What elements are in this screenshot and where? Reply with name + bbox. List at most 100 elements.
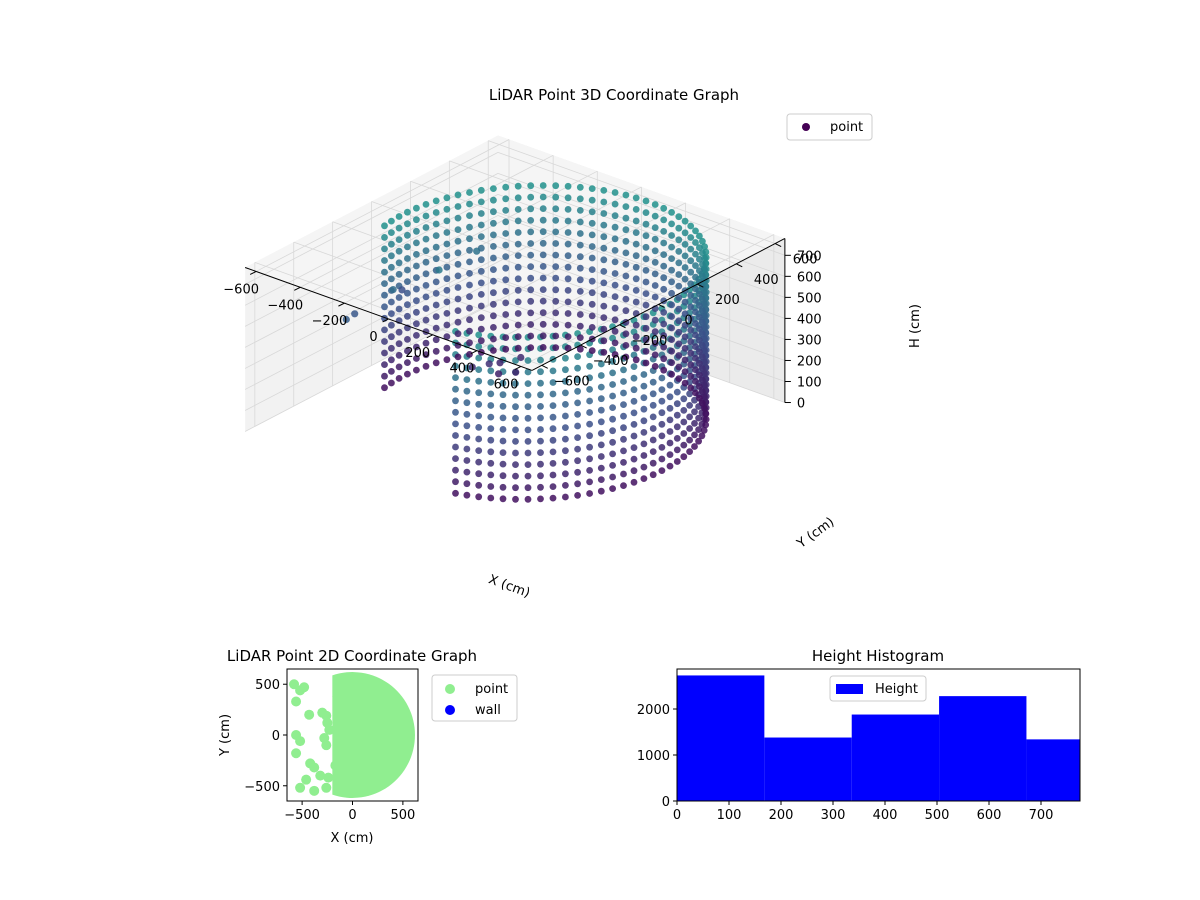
chart-3d-ring-point — [564, 321, 572, 329]
chart-3d-ring-point — [609, 450, 616, 458]
chart-3d-ring-point — [651, 351, 659, 359]
chart-3d-ring-point — [552, 263, 560, 270]
chart-3d-ring-point — [454, 237, 462, 245]
chart-3d-ring-point — [454, 191, 462, 199]
chart-3d-ring-point — [477, 267, 485, 275]
chart-3d-ring-point — [381, 257, 388, 264]
chart-3d-ring-point — [622, 272, 630, 280]
chart-histogram-legend-label: Height — [875, 682, 918, 697]
chart-3d-ring-point — [490, 208, 497, 216]
chart-3d-ring-point — [668, 243, 675, 251]
chart-3d-ring-point — [537, 356, 544, 364]
chart-3d-ring-point — [381, 222, 388, 230]
chart-3d-ring-point — [681, 310, 689, 318]
chart-3d-ring-point — [660, 320, 668, 328]
chart-3d-ring-point — [696, 336, 703, 344]
chart-3d-ring-point — [597, 372, 605, 379]
chart-3d-ring-point — [443, 298, 451, 306]
chart-3d-ring-point — [537, 414, 544, 422]
chart-3d-ring-point — [452, 420, 459, 428]
chart-3d-ring-point — [609, 357, 616, 365]
chart-3d-ring-point — [463, 468, 471, 476]
chart-3d-ring-point — [680, 453, 688, 461]
chart-3d-ring-point — [611, 351, 619, 358]
chart-3d-ring-point — [673, 400, 681, 408]
chart-3d-ring-point — [701, 312, 708, 320]
chart-3d-ring-point — [466, 304, 473, 312]
chart-3d-point — [351, 310, 359, 318]
chart-3d-ring-point — [620, 401, 627, 408]
chart-3d-ring-point — [588, 277, 596, 285]
chart-3d-ring-point — [422, 362, 430, 370]
chart-3d-ring-point — [502, 183, 510, 191]
chart-3d-ring-point — [514, 182, 522, 190]
chart-3d-ring-point — [600, 279, 608, 287]
chart-3d-ring-point — [668, 359, 675, 367]
chart-3d-ring-point — [452, 478, 459, 486]
chart-3d-ring-point — [574, 353, 581, 360]
chart-3d-ring-point — [490, 219, 497, 227]
chart-3d-ring-point — [642, 324, 650, 332]
chart-3d-ring-point — [692, 308, 699, 316]
chart-3d-ring-point — [611, 189, 619, 196]
chart-3d-z-tick-label: 100 — [797, 375, 822, 390]
chart-3d-ring-point — [466, 258, 473, 266]
chart-3d-ring-point — [692, 389, 699, 397]
chart-3d-ring-point — [668, 278, 675, 286]
chart-3d-ring-point — [640, 405, 648, 413]
chart-3d-ring-point — [620, 447, 627, 455]
chart-3d-ring-point — [552, 344, 560, 351]
chart-3d-ring-point — [454, 226, 462, 234]
chart-3d-ring-point — [564, 206, 572, 213]
chart-3d-ring-point — [539, 274, 547, 282]
chart-3d-ring-point — [475, 343, 483, 350]
chart-3d-ring-point — [432, 243, 440, 251]
chart-3d-z-tick-label: 600 — [797, 270, 822, 285]
chart-3d-gridline — [497, 194, 786, 298]
chart-3d-ring-point — [443, 286, 451, 294]
chart-3d-ring-point — [527, 251, 535, 259]
chart-3d-ring-point — [649, 378, 657, 386]
chart-3d-y-tick — [774, 243, 782, 248]
chart-3d-ring-point — [395, 294, 403, 301]
chart-3d-z-tick-label: 700 — [797, 249, 822, 264]
chart-3d-ring-point — [649, 448, 657, 455]
chart-3d-ring-point — [681, 241, 689, 248]
chart-3d-ring-point — [527, 344, 535, 351]
chart-3d-ring-point — [640, 429, 648, 436]
chart-3d-ring-point — [642, 232, 650, 240]
chart-3d-ring-point — [404, 255, 411, 262]
chart-3d-ring-point — [642, 359, 650, 367]
chart-3d-ring-point — [609, 473, 616, 481]
chart-3d-ring-point — [413, 308, 420, 316]
chart-3d-ring-point — [404, 336, 411, 343]
chart-3d-ring-point — [600, 348, 608, 356]
chart-3d-ring-point — [487, 425, 495, 432]
chart-3d-ring-point — [395, 328, 403, 336]
chart-3d-ring-point — [475, 435, 483, 443]
chart-3d-ring-point — [630, 386, 638, 394]
chart-3d-ring-point — [574, 364, 581, 372]
chart-3d-ring-point — [477, 198, 485, 206]
chart-3d-ring-point — [681, 229, 689, 237]
chart-3d-ring-point — [512, 484, 519, 492]
chart-3d-ring-point — [588, 324, 596, 331]
chart-3d-ring-point — [576, 207, 584, 214]
chart-3d-ring-point — [537, 472, 544, 480]
chart-3d-ring-point — [586, 443, 593, 451]
chart-3d-ring-point — [696, 383, 703, 390]
chart-3d-ring-point — [651, 328, 659, 336]
chart-3d-ring-point — [622, 295, 630, 303]
chart-3d-ring-point — [586, 455, 593, 463]
chart-3d-ring-point — [630, 409, 638, 417]
chart-3d-ring-point — [681, 345, 689, 352]
chart-3d-ring-point — [642, 255, 650, 263]
chart-3d-ring-point — [381, 326, 388, 334]
chart-3d-gridline — [497, 173, 786, 277]
chart-3d-ring-point — [574, 434, 581, 441]
chart-3d-legend: point — [786, 113, 873, 141]
chart-3d-ring-point — [701, 382, 708, 389]
chart-3d-y-tick-label: −600 — [554, 374, 590, 389]
chart-3d-ring-point — [552, 332, 560, 340]
chart-3d-x-tick — [338, 302, 345, 307]
